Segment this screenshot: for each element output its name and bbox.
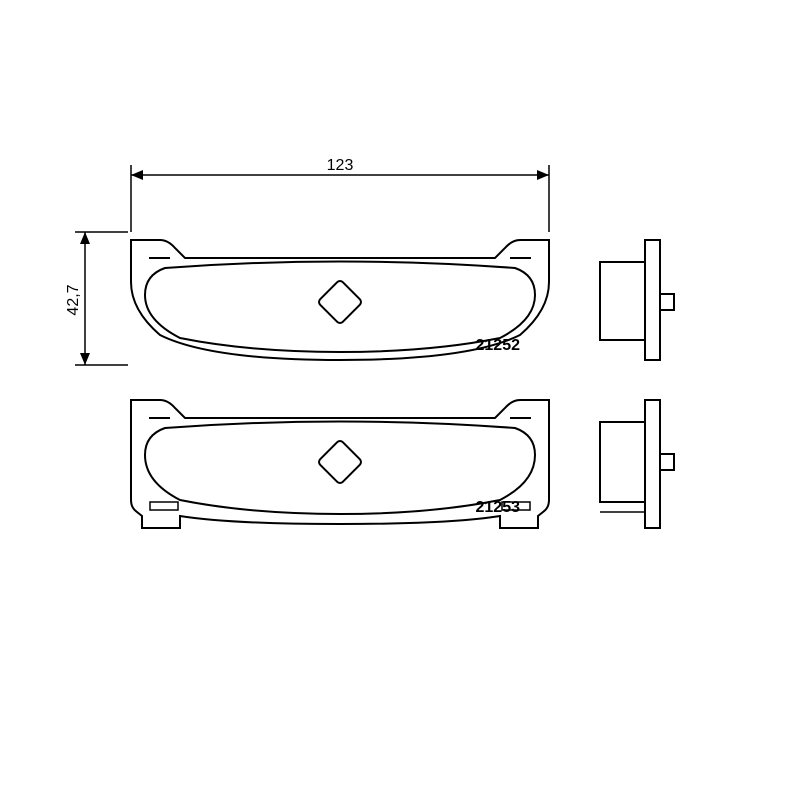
bottom-pad-front: 21253 — [131, 400, 549, 528]
top-pad-front: 21252 — [131, 240, 549, 360]
bottom-pad-side — [600, 400, 674, 528]
dimension-width: 123 — [131, 157, 549, 232]
dimension-height: 42,7 — [65, 232, 128, 365]
top-pad-side — [600, 240, 674, 360]
technical-drawing: 123 42,7 21252 — [0, 0, 800, 800]
dimension-width-label: 123 — [327, 157, 354, 174]
dimension-height-label: 42,7 — [65, 284, 82, 315]
top-part-number: 21252 — [476, 337, 521, 354]
bottom-part-number: 21253 — [476, 499, 521, 516]
